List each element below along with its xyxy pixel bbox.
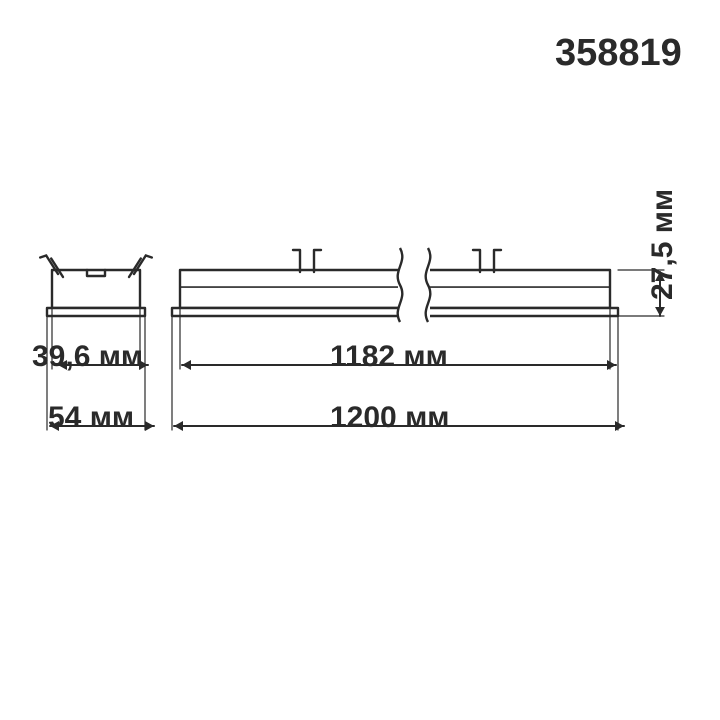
dim-39-6: 39,6 мм [32, 340, 143, 374]
dim-1182: 1182 мм [330, 340, 448, 374]
dim-1200: 1200 мм [330, 401, 449, 435]
dim-54: 54 мм [48, 401, 134, 435]
dim-27-5: 27,5 мм [646, 189, 680, 300]
drawing-canvas: 358819 39,6 мм 54 мм 1182 мм 1200 мм 27,… [0, 0, 720, 720]
